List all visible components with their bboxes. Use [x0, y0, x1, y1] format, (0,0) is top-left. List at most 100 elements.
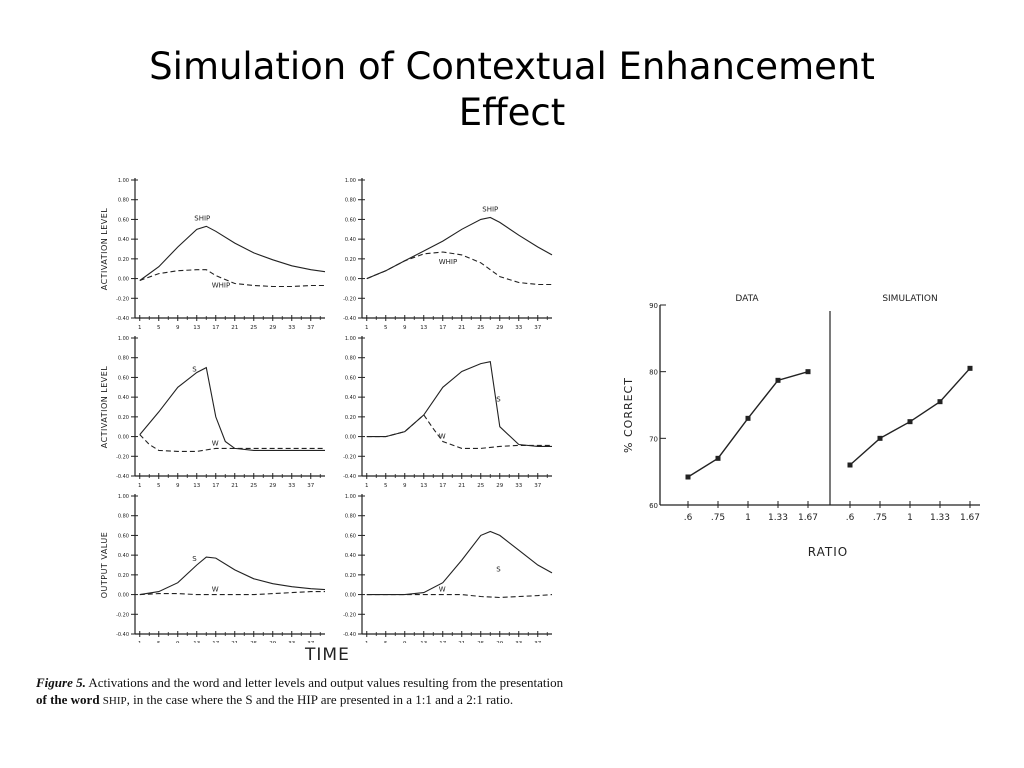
y-tick-label: 0.20: [345, 415, 356, 421]
y-tick-label: 0.20: [345, 573, 356, 579]
series-label: W: [212, 439, 219, 447]
y-tick-label: -0.20: [343, 612, 356, 618]
x-tick-label: 17: [212, 325, 219, 331]
data-x-tick-label: 1.33: [768, 513, 788, 523]
slide-title: Simulation of Contextual Enhancement Eff…: [0, 44, 1024, 136]
y-tick-label: 0.80: [345, 356, 356, 362]
x-tick-label: 25: [250, 325, 257, 331]
x-tick-label: 37: [307, 641, 314, 643]
y-tick-label: -0.20: [116, 612, 129, 618]
simulation-point: [937, 399, 943, 405]
data-point: [805, 369, 811, 375]
y-tick-label: -0.20: [116, 454, 129, 460]
data-line: [687, 371, 809, 478]
y-tick-label: 0.60: [345, 533, 356, 539]
series-line-whip: [366, 251, 552, 286]
x-tick-label: 13: [420, 641, 427, 643]
time-axis-label: TIME: [305, 645, 350, 665]
simulation-panel-title: SIMULATION: [882, 294, 937, 304]
x-tick-label: 29: [496, 641, 503, 643]
x-tick-label: 5: [157, 641, 161, 643]
x-tick-label: 5: [384, 641, 388, 643]
caption-label: Figure 5.: [36, 675, 86, 690]
x-tick-label: 25: [250, 641, 257, 643]
x-tick-label: 37: [307, 483, 314, 489]
series-line-w: [366, 414, 552, 449]
panel-row2-right: 1.00 0.80 0.60 0.40 0.20 0.00 -0.20 -0.40 1 5 9 13 1…: [343, 336, 552, 489]
y-tick-label: -0.40: [343, 474, 356, 480]
simulation-point: [967, 365, 973, 371]
series-label: S: [496, 396, 501, 404]
x-tick-label: 5: [384, 325, 388, 331]
series-label: W: [439, 586, 446, 594]
ratio-figure: 90 80 70 60 % CORRECT DATA SIMULATION .6 .75 1 1.3…: [622, 294, 980, 559]
y-tick-label: 0.60: [118, 375, 129, 381]
series-label: S: [192, 555, 197, 563]
x-tick-label: 33: [515, 325, 522, 331]
data-point: [775, 377, 781, 383]
y-tick-label: 0.00: [118, 277, 129, 283]
series-line-s: [139, 556, 326, 596]
x-tick-label: 9: [403, 483, 407, 489]
simulation-point: [847, 462, 853, 468]
simulation-x-tick-label: .6: [846, 513, 855, 523]
caption-rest: , in the case where the S and the HIP ar…: [126, 692, 514, 707]
panel-row3-right: 1.00 0.80 0.60 0.40 0.20 0.00 -0.20 -0.40 1 5 9 13 1…: [343, 494, 553, 643]
y-tick-label: 0.00: [345, 435, 356, 441]
x-tick-label: 37: [534, 325, 541, 331]
series-line-s: [366, 361, 552, 447]
y-tick-label: -0.20: [343, 454, 356, 460]
simulation-x-tick-label: 1.67: [960, 513, 980, 523]
simulation-point: [907, 419, 913, 425]
series-line-ship: [366, 216, 553, 280]
x-tick-label: 21: [231, 641, 238, 643]
y-tick-label: 0.40: [345, 553, 356, 559]
y-tick-label: 1.00: [118, 178, 129, 184]
x-tick-label: 9: [176, 325, 180, 331]
series-line-ship: [139, 225, 326, 281]
series-line-w: [139, 591, 325, 596]
x-tick-label: 37: [534, 483, 541, 489]
x-tick-label: 17: [439, 325, 446, 331]
x-tick-label: 25: [477, 483, 484, 489]
x-tick-label: 17: [212, 483, 219, 489]
x-tick-label: 13: [193, 325, 200, 331]
data-x-tick-label: .75: [711, 513, 725, 523]
y-tick-label: 0.80: [118, 356, 129, 362]
y-tick-label: 0.80: [118, 514, 129, 520]
x-tick-label: 9: [403, 325, 407, 331]
series-label: WHIP: [212, 282, 230, 290]
ratio-y-axis-label: % CORRECT: [622, 377, 635, 453]
x-tick-label: 17: [439, 641, 446, 643]
x-tick-label: 13: [420, 483, 427, 489]
panel-row1-right: 1.00 0.80 0.60 0.40 0.20 0.00 -0.20 -0.40 1 5 9 13 1…: [343, 178, 553, 331]
y-tick-label: 0.00: [118, 593, 129, 599]
series-line-w: [366, 594, 553, 599]
x-tick-label: 1: [365, 641, 369, 643]
y-tick-label: 0.60: [118, 217, 129, 223]
y-tick-label: 0.60: [345, 217, 356, 223]
x-tick-label: 21: [231, 483, 238, 489]
y-tick-label: -0.40: [116, 316, 129, 322]
x-tick-label: 17: [439, 483, 446, 489]
y-tick-label: 1.00: [118, 494, 129, 500]
caption-line2-bold: of the word: [36, 692, 103, 707]
simulation-x-tick-label: .75: [873, 513, 887, 523]
series-label: SHIP: [482, 205, 498, 213]
x-tick-label: 9: [403, 641, 407, 643]
x-tick-label: 37: [307, 325, 314, 331]
x-tick-label: 29: [269, 641, 276, 643]
y-tick-label: 0.40: [345, 237, 356, 243]
panel-row1-left: 1.00 0.80 0.60 0.40 0.20 0.00 -0.20 -0.40 1 5 9 13 1…: [100, 178, 326, 331]
ratio-y-tick-label: 60: [649, 502, 658, 510]
series-label: W: [439, 433, 446, 441]
data-x-tick-label: 1.67: [798, 513, 818, 523]
panel-row3-left: 1.00 0.80 0.60 0.40 0.20 0.00 -0.20 -0.40 1 5 9 13 1…: [100, 494, 326, 643]
x-tick-label: 13: [193, 483, 200, 489]
y-tick-label: 0.20: [118, 415, 129, 421]
y-tick-label: 0.20: [345, 257, 356, 263]
y-tick-label: 0.20: [118, 573, 129, 579]
x-tick-label: 1: [365, 325, 369, 331]
x-tick-label: 25: [477, 641, 484, 643]
y-tick-label: 0.80: [345, 514, 356, 520]
